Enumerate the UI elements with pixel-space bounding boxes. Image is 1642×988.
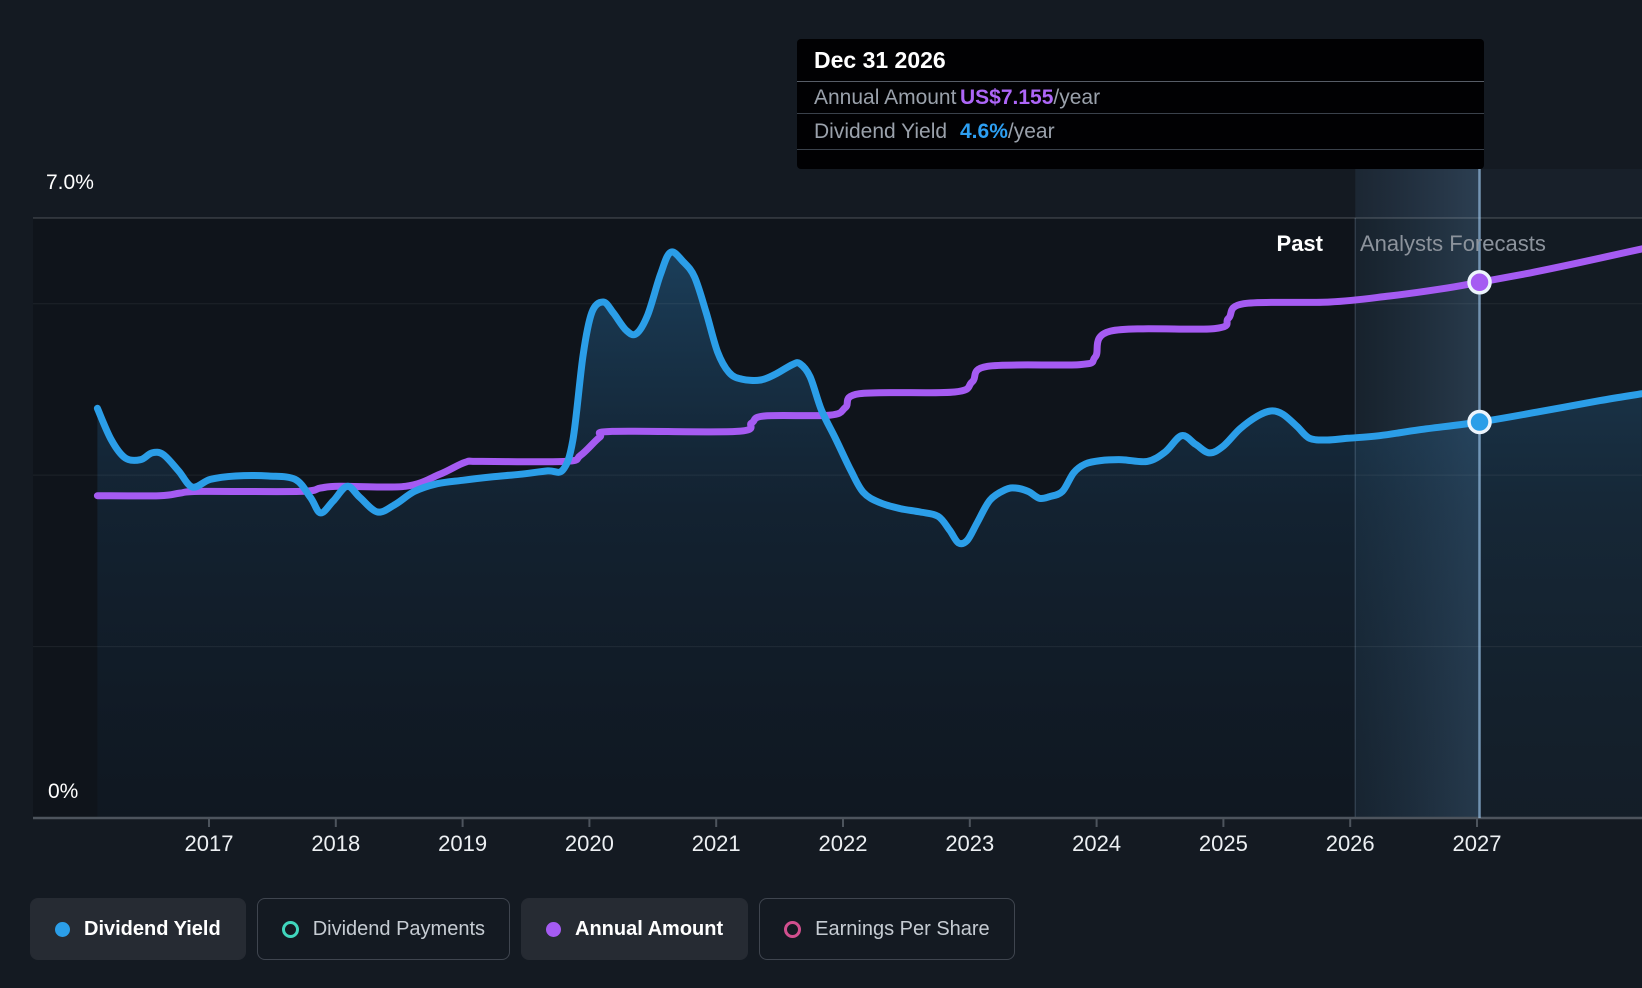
x-axis-label-2022: 2022 [818,831,868,856]
x-axis-label-2025: 2025 [1198,831,1248,856]
tooltip-value: 4.6% [960,119,1008,143]
legend-label: Dividend Yield [84,917,221,940]
tooltip-value: US$7.155 [960,85,1054,109]
annual-amount-marker-icon [546,921,562,937]
x-axis-label-2027: 2027 [1452,831,1502,856]
legend: Dividend Yield Dividend Payments Annual Am… [30,898,1015,960]
tooltip-row-dividend-yield: Dividend Yield 4.6%/year [797,114,1484,149]
legend-button-annual-amount[interactable]: Annual Amount [521,898,749,960]
tooltip-suffix: /year [1053,85,1101,109]
x-axis-label-2020: 2020 [564,831,614,856]
legend-label: Earnings Per Share [815,917,990,940]
x-axis-label-2019: 2019 [438,831,488,856]
x-axis-label-2024: 2024 [1072,831,1122,856]
x-axis-label-2021: 2021 [691,831,741,856]
tooltip-separator [797,149,1484,150]
annual-amount-line [93,245,1642,500]
legend-label: Annual Amount [575,917,724,940]
x-axis-label-2018: 2018 [311,831,361,856]
x-axis-label-2017: 2017 [184,831,234,856]
x-axis-label-2026: 2026 [1325,831,1375,856]
tooltip-label: Annual Amount [814,85,957,109]
dividend-yield-marker-icon [55,921,70,937]
legend-button-earnings-per-share[interactable]: Earnings Per Share [759,898,1015,960]
dividend-payments-marker-icon [281,920,299,938]
analysts-forecasts-label: Analysts Forecasts [1360,231,1546,256]
legend-button-dividend-yield[interactable]: Dividend Yield [30,898,246,960]
hover-tooltip: Dec 31 2026 Annual Amount US$7.155/year … [797,39,1484,169]
dividend-yield-hover-dot [1467,409,1492,435]
tooltip-label: Dividend Yield [814,119,948,143]
dividend-yield-area [97,251,1642,819]
tooltip-row-annual-amount: Annual Amount US$7.155/year [797,82,1484,113]
y-axis-label-min: 0% [48,780,79,803]
legend-button-dividend-payments[interactable]: Dividend Payments [256,898,511,960]
tooltip-suffix: /year [1007,119,1055,143]
tooltip-separator [797,113,1484,114]
legend-label: Dividend Payments [312,917,486,940]
y-axis-label-max: 7.0% [46,171,94,194]
tooltip-date: Dec 31 2026 [814,46,946,73]
earnings-per-share-marker-icon [784,920,802,938]
past-label: Past [1276,231,1323,256]
annual-amount-hover-dot [1467,270,1492,295]
dividend-yield-line [93,248,1642,548]
x-axis-label-2023: 2023 [945,831,995,856]
tooltip-separator [797,81,1484,82]
